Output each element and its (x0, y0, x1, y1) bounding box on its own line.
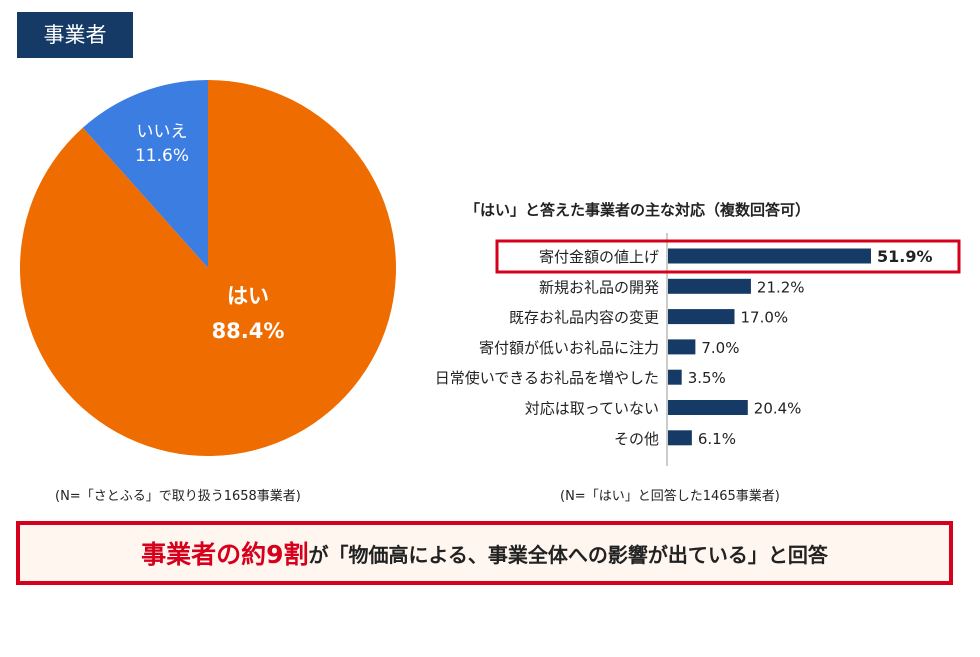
bar-value-label: 51.9% (877, 247, 933, 266)
bar-value-label: 3.5% (688, 369, 726, 387)
bar (668, 309, 735, 325)
bar-category-label: 寄付金額の値上げ (539, 248, 659, 266)
bar-value-label: 20.4% (754, 400, 802, 418)
summary-banner: 事業者の約9割 が「物価高による、事業全体への影響が出ている」と回答 (16, 521, 953, 585)
bar-category-label: 日常使いできるお礼品を増やした (435, 369, 659, 387)
bar (668, 369, 682, 385)
pie-value-yes: 88.4% (212, 319, 285, 343)
highlight-box (495, 239, 961, 274)
bar-sample-note: (N=「はい」と回答した1465事業者) (560, 489, 780, 504)
summary-text: が「物価高による、事業全体への影響が出ている」と回答 (308, 542, 828, 567)
bar (668, 248, 871, 264)
bar-value-label: 21.2% (757, 278, 805, 296)
bar-category-label: 既存お礼品内容の変更 (509, 309, 659, 327)
bar (668, 430, 692, 446)
pie-slice (82, 80, 208, 268)
summary-highlight: 事業者の約9割 (141, 540, 309, 569)
bar (668, 278, 751, 294)
category-tag: 事業者 (17, 12, 133, 58)
pie-chart: はい 88.4% いいえ 11.6% (20, 80, 396, 456)
bar-value-label: 6.1% (698, 430, 736, 448)
pie-sample-note: (N=「さとふる」で取り扱う1658事業者) (55, 489, 301, 504)
pie-slice (20, 80, 396, 456)
bar-value-label: 17.0% (740, 309, 788, 327)
pie-value-no: 11.6% (135, 146, 189, 166)
bar (668, 400, 748, 415)
bar-chart: 寄付金額の値上げ 51.9% 新規お礼品の開発 21.2% 既存お礼品内容の変更 17.0… (435, 233, 961, 466)
bar-chart-title: 「はい」と答えた事業者の主な対応（複数回答可） (465, 201, 811, 219)
bar-category-label: 対応は取っていない (525, 400, 659, 418)
bar-value-label: 7.0% (701, 339, 739, 357)
bar-category-label: その他 (614, 430, 659, 448)
bar (668, 339, 696, 355)
pie-label-yes: はい (227, 284, 269, 308)
bar-category-label: 寄付額が低いお礼品に注力 (479, 339, 659, 357)
pie-label-no: いいえ (137, 122, 188, 142)
bar-category-label: 新規お礼品の開発 (539, 278, 659, 296)
